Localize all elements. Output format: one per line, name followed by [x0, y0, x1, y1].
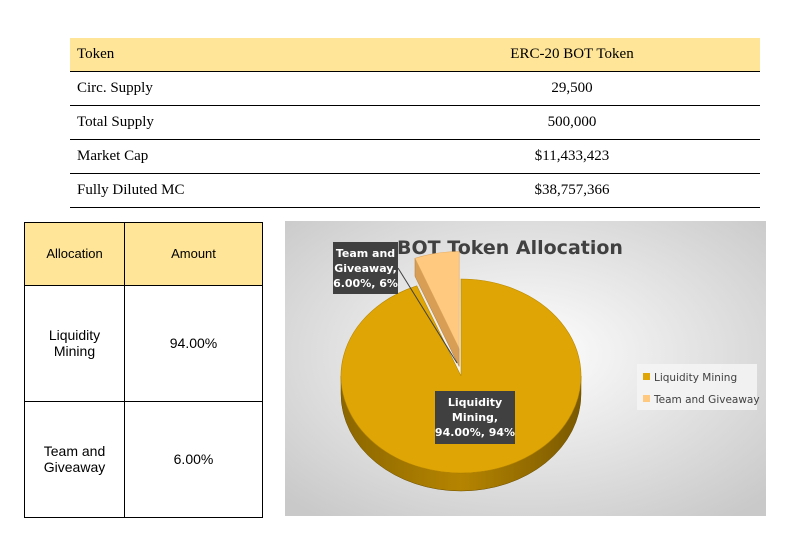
label-text: 6.00%, 6% — [333, 277, 398, 290]
token-table-row: Circ. Supply 29,500 — [70, 71, 760, 106]
legend-swatch — [643, 373, 650, 380]
token-table-row: Market Cap $11,433,423 — [70, 139, 760, 174]
allocation-header: Allocation — [24, 222, 125, 286]
label-leader-line — [397, 267, 458, 364]
data-label-team-and-giveaway: Team and Giveaway, 6.00%, 6% — [333, 242, 458, 364]
row-value: $11,433,423 — [384, 139, 760, 174]
allocation-amount: 6.00% — [124, 400, 263, 519]
pie-slice-team-and-giveaway — [414, 251, 460, 349]
label-text: Team and — [336, 247, 395, 260]
chart-legend: Liquidity Mining Team and Giveaway — [637, 364, 760, 410]
pie-slice-liquidity-mining — [340, 278, 582, 474]
label-box — [435, 391, 515, 444]
legend-swatch — [643, 395, 650, 402]
allocation-row: Team and Giveaway 6.00% — [24, 400, 263, 519]
label-text: 94.00%, 94% — [435, 426, 515, 439]
token-table-header-row: Token ERC-20 BOT Token — [70, 38, 760, 72]
label-text: Liquidity — [448, 396, 502, 409]
token-metrics-table: Token ERC-20 BOT Token Circ. Supply 29,5… — [70, 38, 760, 208]
allocation-name: Liquidity Mining — [24, 284, 125, 402]
allocation-amount: 94.00% — [124, 284, 263, 402]
label-box — [333, 242, 398, 294]
legend-background — [637, 364, 757, 410]
data-label-liquidity-mining: Liquidity Mining, 94.00%, 94% — [435, 391, 515, 444]
row-value: 500,000 — [384, 105, 760, 140]
row-value: 29,500 — [384, 71, 760, 106]
token-table-row: Fully Diluted MC $38,757,366 — [70, 173, 760, 208]
pie-slices — [340, 251, 582, 492]
token-header-value: ERC-20 BOT Token — [384, 38, 760, 72]
row-label: Fully Diluted MC — [70, 173, 384, 208]
legend-label: Team and Giveaway — [653, 394, 760, 406]
row-value: $38,757,366 — [384, 173, 760, 208]
row-label: Market Cap — [70, 139, 384, 174]
label-text: Giveaway, — [334, 262, 397, 275]
legend-label: Liquidity Mining — [654, 372, 737, 384]
pie-chart: BOT Token Allocation Team andGiveaway,6.… — [285, 221, 766, 516]
allocation-table-header-row: Allocation Amount — [24, 222, 263, 286]
row-label: Circ. Supply — [70, 71, 384, 106]
token-header-label: Token — [70, 38, 384, 72]
allocation-name: Team and Giveaway — [24, 400, 125, 519]
allocation-row: Liquidity Mining 94.00% — [24, 284, 263, 402]
amount-header: Amount — [124, 222, 263, 286]
data-labels: Team and Giveaway, 6.00%, 6% Liquidity Minin… — [333, 242, 515, 444]
allocation-table: Allocation Amount Liquidity Mining 94.00… — [24, 222, 263, 519]
pie-chart-panel: BOT Token Allocation Team and Giveaway, 6.… — [285, 221, 766, 516]
row-label: Total Supply — [70, 105, 384, 140]
label-text: Mining, — [452, 411, 498, 424]
token-table-row: Total Supply 500,000 — [70, 105, 760, 140]
